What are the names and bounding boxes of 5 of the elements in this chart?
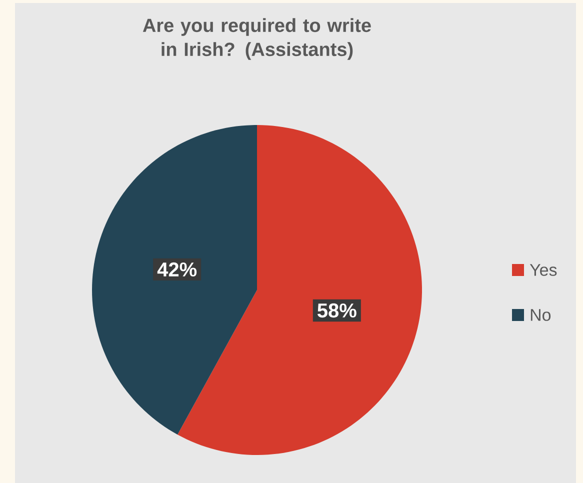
data-label: 42%	[157, 262, 197, 277]
chart-title: Are you required to write in Irish? (Assistants)	[142, 18, 371, 60]
legend-label: Yes	[530, 264, 557, 276]
data-label: 58%	[318, 303, 356, 318]
legend-label: No	[530, 309, 551, 321]
